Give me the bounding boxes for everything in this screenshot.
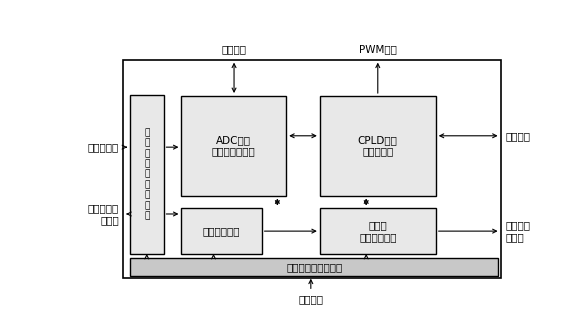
Text: 串口通信: 串口通信 xyxy=(222,45,247,54)
Text: CPLD控制
与通信单元: CPLD控制 与通信单元 xyxy=(358,135,397,157)
Bar xyxy=(130,95,164,254)
Bar xyxy=(130,258,498,276)
Text: ADC采样
与串口通信单元: ADC采样 与串口通信单元 xyxy=(212,135,256,157)
Bar xyxy=(320,208,436,254)
Text: 电源供电: 电源供电 xyxy=(298,294,323,304)
Text: 供电与电源隔离电路: 供电与电源隔离电路 xyxy=(286,262,342,272)
Bar xyxy=(181,96,286,196)
Text: 执行动作
与反馈: 执行动作 与反馈 xyxy=(505,220,530,242)
Bar xyxy=(320,96,436,196)
Text: 电压、电流: 电压、电流 xyxy=(88,142,119,152)
Text: 差分通信: 差分通信 xyxy=(505,131,530,141)
Bar xyxy=(181,208,262,254)
Text: 输出与
状态反馈单元: 输出与 状态反馈单元 xyxy=(359,220,396,242)
Text: PWM脉冲: PWM脉冲 xyxy=(359,45,397,54)
Text: 电流波形滤
波输出: 电流波形滤 波输出 xyxy=(88,203,119,225)
Text: 信
号
采
样
与
调
理
电
路: 信 号 采 样 与 调 理 电 路 xyxy=(144,128,149,220)
Text: 硬件保护电路: 硬件保护电路 xyxy=(203,226,240,236)
Bar xyxy=(123,60,501,278)
